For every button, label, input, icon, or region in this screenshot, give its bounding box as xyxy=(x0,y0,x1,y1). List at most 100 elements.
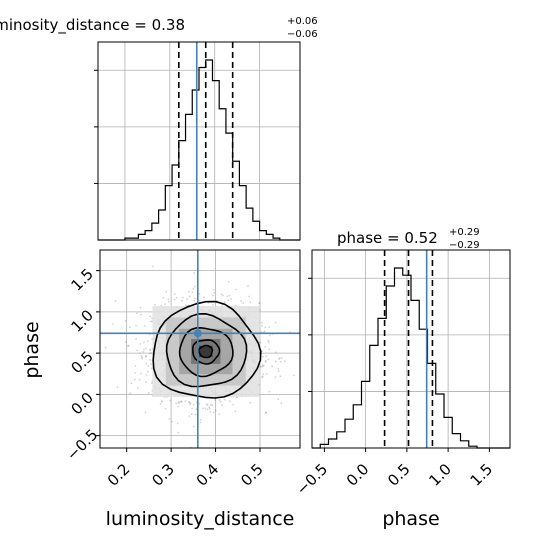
x-tick-label: 0.2 xyxy=(104,460,134,490)
scatter-point xyxy=(278,357,281,359)
scatter-point xyxy=(261,321,263,324)
scatter-point xyxy=(199,418,202,421)
scatter-point xyxy=(135,312,138,315)
scatter-point xyxy=(145,362,148,365)
scatter-point xyxy=(209,411,212,413)
scatter-point xyxy=(262,375,264,378)
scatter-point xyxy=(258,302,261,305)
scatter-point xyxy=(278,358,281,360)
scatter-point xyxy=(205,403,208,406)
scatter-point xyxy=(274,321,277,324)
phase-title-minus: −0.29 xyxy=(449,240,480,251)
scatter-point xyxy=(181,296,184,299)
scatter-point xyxy=(177,401,180,403)
scatter-point xyxy=(199,421,202,424)
scatter-point xyxy=(280,402,283,405)
scatter-point xyxy=(228,294,231,297)
scatter-point xyxy=(194,297,196,300)
scatter-point xyxy=(188,295,191,298)
scatter-point xyxy=(198,293,201,295)
scatter-point xyxy=(188,401,191,404)
scatter-point xyxy=(146,340,149,343)
scatter-point xyxy=(180,400,183,403)
scatter-point xyxy=(262,364,265,367)
scatter-point xyxy=(236,396,238,399)
scatter-point xyxy=(240,300,243,303)
scatter-point xyxy=(203,296,206,299)
density-fill xyxy=(152,306,260,397)
density-contour xyxy=(197,344,214,359)
scatter-point xyxy=(193,272,196,275)
scatter-point xyxy=(162,296,165,299)
scatter-point xyxy=(258,302,261,304)
x-tick-label: 0.3 xyxy=(148,460,178,490)
scatter-point xyxy=(116,386,119,389)
scatter-point xyxy=(214,409,217,412)
scatter-point xyxy=(150,382,153,384)
phase-title: phase = 0.52 xyxy=(337,229,438,247)
scatter-point xyxy=(232,403,235,406)
quantile-lines xyxy=(383,250,434,448)
scatter-point xyxy=(213,292,216,294)
scatter-point xyxy=(221,404,223,406)
scatter-point xyxy=(194,413,197,416)
scatter-point xyxy=(139,372,142,375)
histogram-step xyxy=(312,267,510,449)
scatter-point xyxy=(177,405,180,408)
scatter-point xyxy=(198,402,201,405)
scatter-point xyxy=(204,407,207,410)
scatter-point xyxy=(184,400,187,403)
scatter-point xyxy=(168,300,170,303)
scatter-point xyxy=(165,290,168,293)
scatter-point xyxy=(138,378,141,381)
scatter-point xyxy=(195,408,198,410)
scatter-point xyxy=(195,401,198,404)
luminosity-distance-histogram: luminosity_distance = 0.38 +0.06 −0.06 xyxy=(0,16,318,241)
scatter-point xyxy=(169,399,172,402)
scatter-point xyxy=(154,303,156,306)
scatter-point xyxy=(279,360,282,363)
density-contour xyxy=(191,339,221,365)
scatter-point xyxy=(206,404,209,406)
density-contour xyxy=(165,312,248,388)
scatter-point xyxy=(145,355,148,358)
scatter-point xyxy=(149,320,152,323)
scatter-point xyxy=(147,365,150,367)
scatter-point xyxy=(221,294,224,297)
scatter-point xyxy=(189,403,191,406)
scatter-point xyxy=(260,365,262,368)
scatter-point xyxy=(159,402,162,405)
scatter-point xyxy=(145,374,148,377)
scatter-point xyxy=(152,265,154,268)
luminosity-distance-x-axis-label: luminosity_distance xyxy=(106,508,295,530)
scatter-point xyxy=(265,411,268,414)
scatter-point xyxy=(223,398,226,401)
scatter-point xyxy=(128,326,131,329)
quantile-lines xyxy=(178,42,234,240)
scatter-point xyxy=(211,404,214,407)
scatter-point xyxy=(261,364,264,366)
scatter-point xyxy=(247,285,250,288)
scatter-point xyxy=(135,338,137,340)
density-level xyxy=(199,345,213,358)
scatter-point xyxy=(227,299,230,302)
x-tick-label: 0.5 xyxy=(384,460,414,490)
scatter-point xyxy=(150,352,153,354)
truth-point xyxy=(193,329,202,338)
scatter-point xyxy=(262,373,265,376)
x-tick-label: 0.5 xyxy=(237,460,267,490)
scatter-point xyxy=(188,290,190,293)
scatter-point xyxy=(262,355,264,358)
scatter-point xyxy=(136,387,139,390)
scatter-point xyxy=(264,360,267,363)
scatter-point xyxy=(263,330,266,333)
scatter-point xyxy=(167,298,170,301)
scatter-point xyxy=(114,300,117,303)
scatter-point xyxy=(248,295,251,298)
scatter-point xyxy=(218,399,221,401)
scatter-point xyxy=(259,341,262,344)
scatter-point xyxy=(265,355,268,358)
scatter-point xyxy=(129,392,132,395)
scatter-point xyxy=(191,407,194,410)
y-tick-label: −0.5 xyxy=(63,426,101,464)
